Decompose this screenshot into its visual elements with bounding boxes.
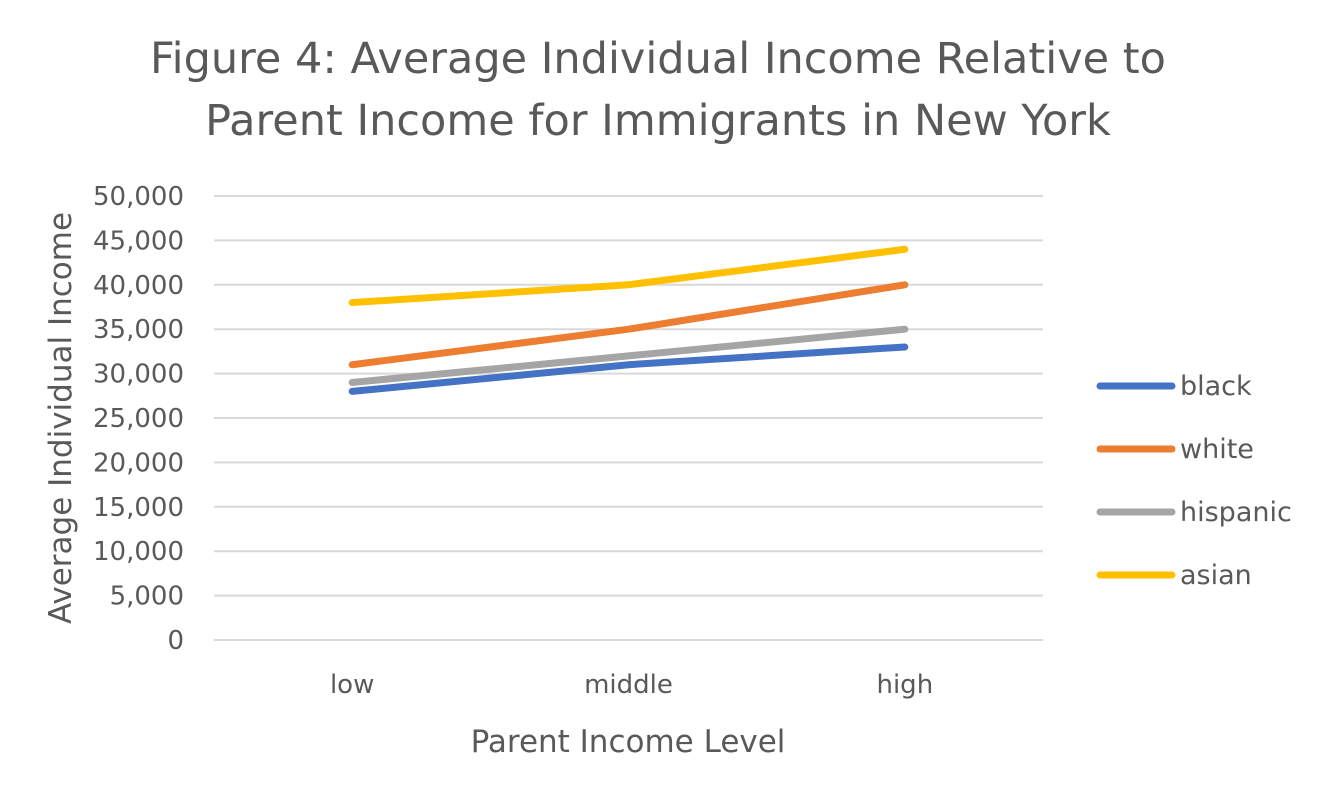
legend: black white hispanic asian	[1096, 371, 1292, 591]
y-tick-label: 5,000	[110, 582, 184, 612]
y-tick-label: 0	[167, 626, 184, 656]
series-line-hispanic	[348, 325, 909, 386]
series-line-asian	[348, 245, 909, 307]
x-axis-tick-labels: low middle high	[330, 670, 933, 700]
legend-item-hispanic: hispanic	[1096, 497, 1292, 528]
legend-item-asian: asian	[1096, 560, 1252, 591]
legend-label-hispanic: hispanic	[1180, 497, 1292, 528]
legend-label-asian: asian	[1180, 560, 1252, 591]
series-line-black	[348, 343, 909, 395]
chart-title-line-1: Figure 4: Average Individual Income Rela…	[150, 34, 1166, 84]
y-tick-label: 35,000	[93, 315, 184, 345]
y-tick-label: 10,000	[93, 537, 184, 567]
legend-label-black: black	[1180, 371, 1252, 402]
legend-item-white: white	[1096, 434, 1254, 465]
series-lines	[348, 245, 909, 395]
gridlines	[214, 195, 1043, 641]
y-axis-title: Average Individual Income	[43, 212, 79, 624]
chart-title-line-2: Parent Income for Immigrants in New York	[205, 96, 1111, 146]
y-tick-label: 45,000	[93, 226, 184, 256]
y-tick-label: 40,000	[93, 271, 184, 301]
x-tick-label: high	[876, 670, 933, 700]
y-tick-label: 25,000	[93, 404, 184, 434]
y-tick-label: 20,000	[93, 448, 184, 478]
x-axis-title: Parent Income Level	[471, 724, 786, 760]
y-tick-label: 30,000	[93, 360, 184, 390]
y-tick-label: 50,000	[93, 182, 184, 212]
x-tick-label: middle	[584, 670, 673, 700]
y-axis-tick-labels: 0 5,000 10,000 15,000 20,000 25,000 30,000 35,0…	[93, 182, 184, 656]
series-line-white	[348, 281, 909, 369]
legend-item-black: black	[1096, 371, 1252, 402]
y-tick-label: 15,000	[93, 493, 184, 523]
x-tick-label: low	[330, 670, 374, 700]
legend-label-white: white	[1180, 434, 1254, 465]
